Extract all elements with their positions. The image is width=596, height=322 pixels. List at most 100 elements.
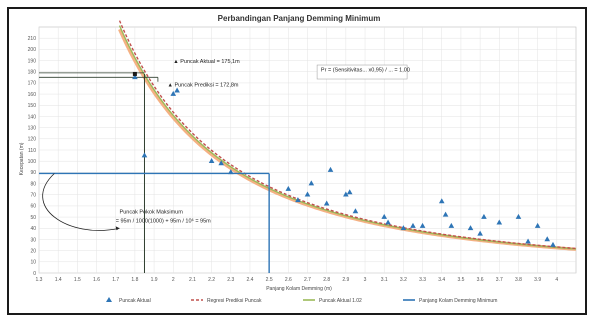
y-tick-label: 180 (28, 70, 37, 76)
legend-item: Panjang Kolam Demming Minimum (403, 298, 497, 304)
annotation-formula: Pr = (Sensitivitas... x0,95) / ... = 1,0… (321, 68, 410, 74)
x-tick-label: 1.3 (36, 277, 43, 283)
data-point (400, 225, 407, 231)
x-tick-label: 2.8 (323, 277, 330, 283)
x-tick-label: 2.4 (246, 277, 253, 283)
data-point (323, 200, 330, 206)
data-point (343, 191, 349, 197)
y-tick-label: 50 (30, 215, 36, 221)
data-point (352, 208, 359, 214)
y-tick-label: 160 (28, 92, 37, 98)
data-points (132, 71, 556, 247)
x-tick-label: 1.7 (112, 277, 119, 283)
legend-label: Puncak Aktual 1.02 (319, 298, 362, 304)
annotations: ▲ Puncak Aktual = 175,1m ▲ Puncak Prediks… (116, 59, 410, 225)
chart-canvas: Perbandingan Panjang Demming Minimum 1.3… (19, 14, 577, 304)
x-tick-label: 4 (555, 277, 558, 283)
data-point (438, 198, 445, 204)
x-tick-label: 3.1 (381, 277, 388, 283)
x-tick-label: 1.9 (151, 277, 158, 283)
x-tick-label: 2.9 (342, 277, 349, 283)
curly-arrow (42, 173, 120, 231)
data-point (227, 169, 234, 175)
y-tick-label: 60 (30, 204, 36, 210)
data-point (534, 222, 541, 228)
x-tick-label: 1.8 (131, 277, 138, 283)
legend-label: Puncak Aktual (119, 298, 151, 304)
x-tick-label: 1.4 (55, 277, 62, 283)
x-tick-label: 3.3 (419, 277, 426, 283)
y-axis-label: Kecepatan (m) (19, 142, 25, 175)
x-tick-label: 3.8 (515, 277, 522, 283)
data-point (550, 241, 556, 247)
x-tick-label: 3.9 (534, 277, 541, 283)
x-tick-label: 2.2 (208, 277, 215, 283)
data-point (442, 211, 449, 217)
x-tick-label: 2.5 (266, 277, 273, 283)
x-tick-label: 3.2 (400, 277, 407, 283)
x-tick-label: 3.5 (457, 277, 464, 283)
legend-label: Panjang Kolam Demming Minimum (419, 298, 497, 304)
y-tick-label: 80 (30, 181, 36, 187)
y-tick-label: 40 (30, 226, 36, 232)
axes: 1.3 1.4 1.5 1.6 1.7 1.8 1.9 2 2.1 2.2 2.3 2.4 2.5 2.6… (28, 36, 559, 283)
data-point (448, 222, 455, 228)
legend: Puncak Aktual Regresi Prediksi Puncak Punc… (106, 297, 497, 304)
y-tick-label: 110 (28, 148, 36, 154)
y-tick-label: 120 (28, 137, 37, 143)
y-tick-label: 170 (28, 81, 37, 87)
y-tick-label: 150 (28, 103, 37, 109)
curly-arrowhead (115, 226, 120, 231)
data-point (346, 189, 353, 195)
annotation-max-title: Puncak Pokok Maksimum (120, 210, 184, 216)
x-tick-label: 2.6 (285, 277, 292, 283)
y-tick-label: 0 (33, 271, 36, 277)
y-tick-label: 90 (30, 170, 36, 176)
gridlines (38, 26, 577, 274)
data-point (141, 152, 148, 158)
data-point (410, 222, 416, 228)
y-tick-label: 140 (28, 114, 37, 120)
annotation-actual: ▲ Puncak Aktual = 175,1m (173, 59, 240, 65)
data-point (477, 230, 483, 236)
y-tick-label: 10 (30, 260, 36, 266)
data-point (515, 213, 522, 219)
data-point (385, 219, 391, 225)
y-tick-label: 30 (30, 237, 36, 243)
y-tick-label: 190 (28, 58, 37, 64)
data-point (544, 236, 551, 242)
chart-title: Perbandingan Panjang Demming Minimum (218, 14, 381, 23)
data-point (525, 238, 531, 244)
legend-label: Regresi Prediksi Puncak (207, 298, 262, 304)
data-point (304, 191, 311, 197)
x-tick-label: 1.6 (93, 277, 100, 283)
x-tick-label: 3.7 (496, 277, 503, 283)
legend-item: Puncak Aktual (106, 297, 151, 304)
chart-frame: Perbandingan Panjang Demming Minimum 1.3… (7, 7, 587, 315)
data-point (308, 180, 315, 186)
data-point (481, 213, 487, 219)
annotation-max-formula: = 95m / 1000(1000) + 95m / 10⁶ = 95m (116, 218, 211, 225)
data-point (132, 74, 138, 80)
data-point (381, 213, 388, 219)
formula-box (316, 64, 408, 80)
data-point (467, 225, 474, 231)
x-tick-label: 2.1 (189, 277, 196, 283)
y-tick-label: 20 (30, 248, 36, 254)
x-tick-label: 3.4 (438, 277, 445, 283)
y-tick-label: 130 (28, 125, 37, 131)
x-tick-label: 2 (172, 277, 175, 283)
x-tick-label: 2.3 (227, 277, 234, 283)
curves (118, 20, 577, 251)
legend-item: Puncak Aktual 1.02 (303, 298, 362, 304)
data-point (174, 87, 180, 93)
x-axis-label: Panjang Kolam Demming (m) (266, 286, 332, 292)
data-point (419, 222, 426, 228)
legend-marker (106, 297, 112, 302)
y-tick-label: 210 (28, 36, 37, 42)
legend-item: Regresi Prediksi Puncak (191, 298, 262, 304)
y-tick-label: 100 (28, 159, 37, 165)
y-tick-label: 70 (30, 193, 36, 199)
annotation-predicted: ▲ Puncak Prediksi = 172,8m (167, 82, 238, 88)
data-point (496, 219, 503, 225)
